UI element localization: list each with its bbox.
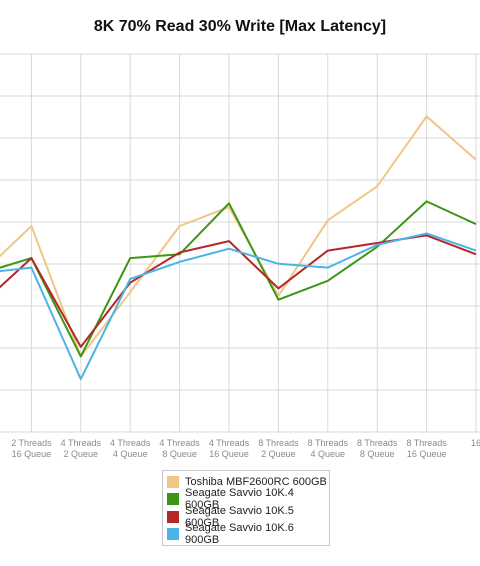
- legend-item: Seagate Savvio 10K.4 600GB: [167, 487, 329, 511]
- series-line-4: [0, 232, 477, 381]
- x-tick-label: 8 Threads: [308, 438, 349, 448]
- legend-swatch: [167, 493, 179, 506]
- x-tick-label: 4 Queue: [113, 449, 148, 459]
- series-line-2: [0, 200, 477, 358]
- legend-item: Seagate Savvio 10K.5 600GB: [167, 504, 329, 529]
- x-tick-label: 2 Queue: [64, 449, 99, 459]
- x-tick-label: 2 Threads: [11, 438, 52, 448]
- x-tick-label: 8 Queue: [360, 449, 395, 459]
- legend-label: Toshiba MBF2600RC 600GB: [185, 475, 327, 488]
- legend-swatch: [167, 528, 179, 541]
- x-tick-label: 4 Threads: [110, 438, 151, 448]
- x-tick-label: 8 Threads: [406, 438, 447, 448]
- x-tick-label: 4 Threads: [209, 438, 250, 448]
- legend-item: Toshiba MBF2600RC 600GB: [167, 473, 329, 491]
- x-tick-label: 16 Queue: [209, 449, 249, 459]
- legend-swatch: [167, 510, 179, 523]
- series-lines: [0, 115, 477, 381]
- x-tick-label: 16 Queue: [12, 449, 52, 459]
- x-tick-label: 8 Threads: [357, 438, 398, 448]
- x-tick-label: 2 Queue: [261, 449, 296, 459]
- grid-lines: [0, 53, 480, 433]
- x-tick-label: 4 Threads: [61, 438, 102, 448]
- legend-label: Seagate Savvio 10K.6 900GB: [185, 522, 294, 547]
- x-tick-label: 4 Queue: [311, 449, 346, 459]
- x-tick-label: 8 Threads: [258, 438, 299, 448]
- x-tick-label: 4 Threads: [159, 438, 200, 448]
- legend: Toshiba MBF2600RC 600GB Seagate Savvio 10…: [162, 470, 330, 546]
- chart-title: 8K 70% Read 30% Write [Max Latency]: [93, 18, 387, 35]
- legend-label: Seagate Savvio 10K.4 600GB: [185, 487, 294, 512]
- x-tick-label: 16 Queue: [407, 449, 447, 459]
- legend-swatch: [167, 475, 179, 488]
- legend-label: Seagate Savvio 10K.5 600GB: [185, 504, 294, 529]
- x-tick-label: 8 Queue: [162, 449, 197, 459]
- x-tick-label: 16: [471, 438, 480, 448]
- series-line-1: [0, 115, 477, 358]
- legend-item: Seagate Savvio 10K.6 900GB: [167, 522, 329, 546]
